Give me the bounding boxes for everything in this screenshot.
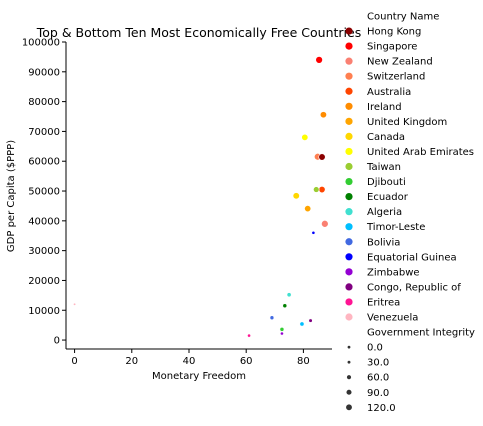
chart-title: Top & Bottom Ten Most Economically Free … — [36, 25, 361, 40]
legend-entry: Timor-Leste — [366, 222, 425, 233]
legend-entry: Taiwan — [366, 162, 401, 173]
y-tick-label: 80000 — [28, 97, 60, 108]
legend-marker — [345, 163, 352, 170]
data-point — [316, 56, 323, 63]
legend-entry: New Zealand — [367, 57, 433, 68]
data-point — [73, 303, 75, 305]
legend-marker — [345, 88, 352, 95]
legend-entry: Algeria — [367, 207, 402, 218]
data-point — [312, 231, 315, 234]
data-point — [320, 112, 326, 118]
legend-size-marker — [346, 404, 352, 410]
x-tick-label: 0 — [71, 356, 77, 367]
legend-marker — [345, 223, 352, 230]
y-tick-label: 0 — [54, 336, 60, 347]
legend-size-label: 90.0 — [367, 388, 389, 399]
legend-entry: Equatorial Guinea — [367, 252, 457, 263]
data-point — [280, 332, 283, 335]
data-point — [283, 304, 287, 308]
legend-marker — [345, 43, 352, 50]
data-point — [319, 186, 325, 192]
data-point — [300, 322, 304, 326]
legend-marker — [345, 208, 352, 215]
legend-entry: Congo, Republic of — [367, 282, 461, 293]
legend-entry: Venezuela — [367, 313, 418, 324]
legend-entry: Zimbabwe — [367, 267, 420, 278]
x-axis-label: Monetary Freedom — [152, 371, 246, 382]
data-point — [280, 327, 284, 331]
legend-size-marker — [346, 390, 351, 395]
legend-entry: Ecuador — [367, 192, 409, 203]
legend-marker — [345, 313, 352, 320]
data-point — [313, 187, 319, 193]
data-point — [287, 293, 291, 297]
y-tick-label: 30000 — [28, 246, 60, 257]
y-axis-label: GDP per Capita ($PPP) — [6, 140, 17, 252]
y-tick-label: 20000 — [28, 276, 60, 287]
legend-size-label: 120.0 — [367, 403, 396, 414]
legend-entry: Singapore — [367, 42, 417, 53]
x-tick-label: 80 — [297, 356, 310, 367]
legend-marker — [345, 103, 352, 110]
data-point — [321, 220, 328, 227]
legend-marker — [345, 268, 352, 275]
legend-entry: Eritrea — [367, 297, 400, 308]
legend-size-label: 0.0 — [367, 343, 383, 354]
y-tick-label: 90000 — [28, 67, 60, 78]
legend-marker — [345, 27, 352, 34]
legend-marker — [345, 283, 352, 290]
legend-hue-title: Country Name — [367, 12, 439, 23]
data-point — [309, 319, 313, 323]
legend-entry: Ireland — [367, 102, 402, 113]
y-tick-label: 50000 — [28, 187, 60, 198]
legend-size-marker — [348, 361, 351, 364]
data-point — [302, 134, 308, 140]
y-tick-label: 10000 — [28, 306, 60, 317]
data-point — [247, 334, 250, 337]
x-tick-label: 20 — [125, 356, 138, 367]
legend-entry: Canada — [367, 132, 405, 143]
data-point — [304, 205, 310, 211]
legend-entry: Bolivia — [367, 237, 400, 248]
legend-marker — [345, 58, 352, 65]
legend-size-label: 30.0 — [367, 358, 389, 369]
legend-marker — [345, 193, 352, 200]
legend-size-marker — [348, 346, 351, 349]
legend-size-title: Government Integrity — [367, 328, 475, 339]
legend-size-label: 60.0 — [367, 373, 389, 384]
legend-marker — [345, 178, 352, 185]
data-point — [319, 154, 326, 161]
legend-marker — [345, 118, 352, 125]
legend-entry: United Kingdom — [367, 117, 447, 128]
legend-marker — [345, 133, 352, 140]
x-tick-label: 40 — [183, 356, 196, 367]
x-tick-label: 60 — [240, 356, 253, 367]
legend-entry: Australia — [367, 87, 411, 98]
legend-entry: Djibouti — [367, 177, 406, 188]
legend-marker — [345, 253, 352, 260]
legend-marker — [345, 238, 352, 245]
y-tick-label: 100000 — [22, 38, 60, 49]
y-tick-label: 60000 — [28, 157, 60, 168]
legend-entry: Hong Kong — [367, 27, 421, 38]
data-point — [270, 316, 274, 320]
y-tick-label: 40000 — [28, 216, 60, 227]
legend-marker — [345, 73, 352, 80]
legend-entry: United Arab Emirates — [367, 147, 474, 158]
legend-entry: Switzerland — [367, 72, 425, 83]
legend-size-marker — [347, 375, 351, 379]
legend-marker — [345, 298, 352, 305]
y-tick-label: 70000 — [28, 127, 60, 138]
legend-marker — [345, 148, 352, 155]
data-point — [293, 193, 300, 200]
